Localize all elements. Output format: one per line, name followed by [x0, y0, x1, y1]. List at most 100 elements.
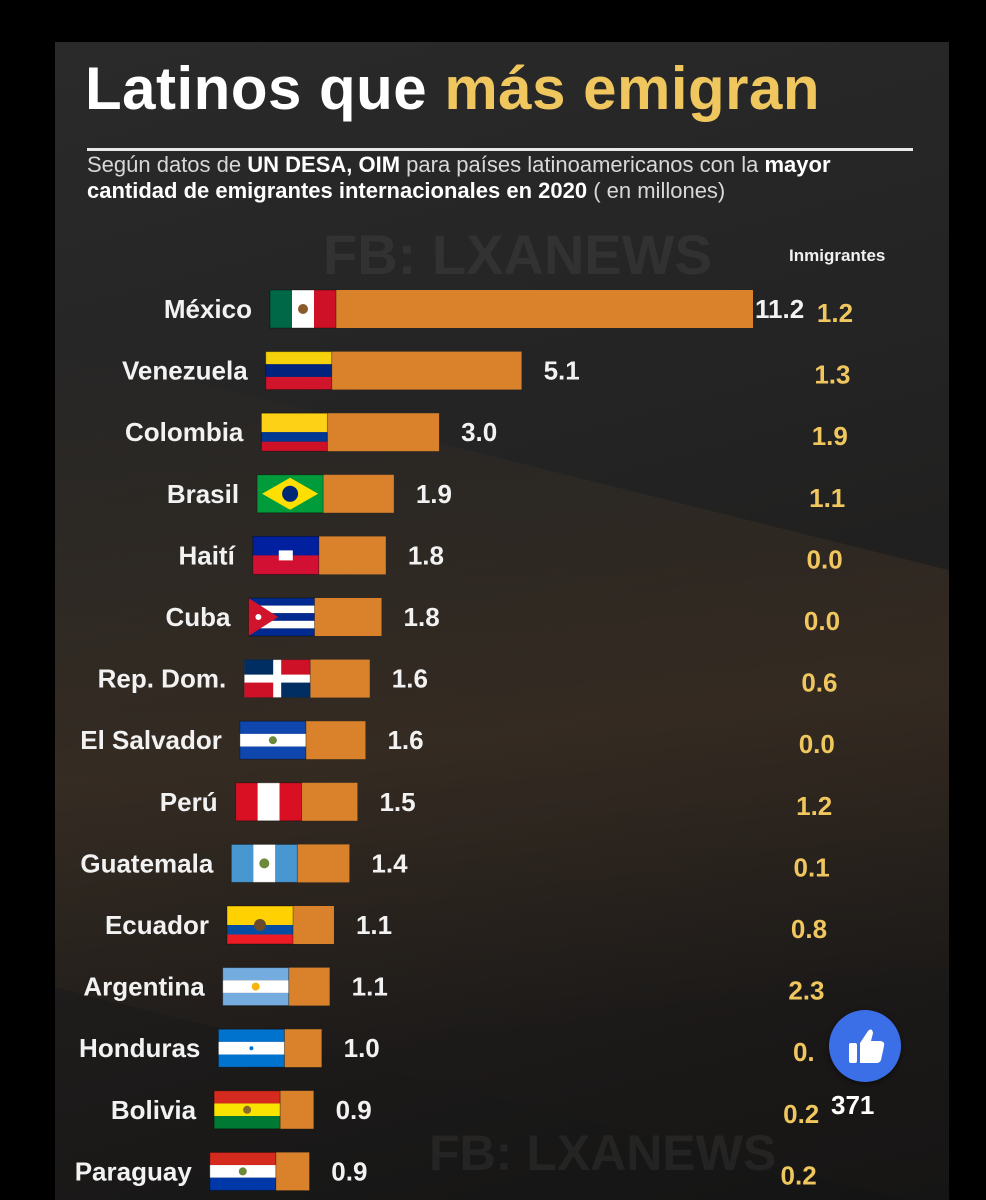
inmigrantes-value: 0.1	[794, 852, 830, 882]
thumbs-up-icon[interactable]	[829, 1010, 901, 1082]
inmigrantes-value: 0.8	[791, 914, 827, 944]
bar	[293, 906, 334, 944]
watermark: FB: LXANEWS	[323, 223, 712, 286]
dominican-republic-flag-icon	[243, 659, 311, 699]
haiti-flag-icon	[252, 535, 320, 575]
inmigrantes-value: 1.2	[817, 298, 853, 328]
value-label: 1.6	[387, 725, 423, 755]
category-label: El Salvador	[80, 725, 222, 755]
colombia-flag-icon	[260, 412, 328, 452]
category-label: Honduras	[79, 1033, 200, 1063]
inmigrantes-value: 1.9	[812, 421, 848, 451]
title-part-1: Latinos que	[85, 55, 445, 122]
chart-row: Brasil 1.9 1.1	[167, 474, 845, 514]
category-label: Colombia	[125, 417, 244, 447]
guatemala-flag-icon	[230, 843, 298, 883]
bar	[297, 844, 350, 883]
bar	[331, 351, 522, 390]
bar	[280, 1090, 314, 1129]
inmigrantes-value: 0.	[793, 1037, 815, 1067]
subtitle: Según datos de UN DESA, OIM para países …	[87, 152, 907, 204]
title-part-2: más emigran	[444, 55, 821, 122]
bar	[310, 659, 370, 698]
inmigrantes-value: 1.2	[796, 791, 832, 821]
category-label: Bolivia	[111, 1095, 197, 1125]
inmigrantes-value: 1.1	[809, 483, 845, 513]
honduras-flag-icon	[217, 1028, 285, 1068]
chart-row: Rep. Dom. 1.6 0.6	[98, 659, 837, 699]
value-label: 1.8	[408, 540, 444, 570]
category-label: Perú	[160, 787, 218, 817]
chart-row: El Salvador 1.6 0.0	[80, 720, 835, 760]
value-label: 1.8	[404, 602, 440, 632]
inmigrantes-value: 0.2	[783, 1099, 819, 1129]
chart-row: Bolivia 0.9 0.2	[111, 1090, 819, 1130]
bar	[327, 413, 440, 452]
subtitle-part: UN DESA, OIM	[247, 152, 401, 177]
value-label: 0.9	[331, 1156, 367, 1186]
category-label: Ecuador	[105, 910, 209, 940]
peru-flag-icon	[235, 782, 303, 822]
cuba-flag-icon	[248, 597, 315, 637]
value-label: 1.6	[392, 664, 428, 694]
bar	[284, 1029, 322, 1068]
watermark: FB: LXANEWS	[429, 1125, 777, 1181]
venezuela-flag-icon	[265, 351, 333, 391]
category-label: Argentina	[83, 972, 205, 1002]
argentina-flag-icon	[222, 967, 290, 1007]
like-count: 371	[831, 1090, 875, 1120]
category-label: México	[164, 294, 252, 324]
title-divider	[87, 148, 913, 151]
inmigrantes-value: 0.0	[804, 606, 840, 636]
category-label: Venezuela	[122, 356, 248, 386]
value-label: 5.1	[544, 356, 580, 386]
inmigrantes-value: 0.6	[801, 668, 837, 698]
category-label: Haití	[178, 540, 235, 570]
subtitle-part: ( en millones)	[587, 178, 726, 203]
inmigrantes-column-header: Inmigrantes	[789, 246, 886, 265]
category-label: Brasil	[167, 479, 239, 509]
bar	[323, 474, 394, 513]
value-label: 0.9	[336, 1095, 372, 1125]
value-label: 1.1	[356, 910, 392, 940]
value-label: 1.4	[371, 848, 408, 878]
bar	[288, 967, 330, 1006]
bar	[301, 782, 358, 821]
subtitle-part: mayor cantidad de emigrantes internacion…	[87, 152, 831, 203]
inmigrantes-value: 0.0	[799, 729, 835, 759]
value-label: 11.2	[755, 294, 804, 324]
chart-row: Haití 1.8 0.0	[178, 535, 843, 575]
inmigrantes-value: 0.2	[781, 1160, 817, 1190]
infographic-card: FB: LXANEWS FB: LXANEWS Latinos que más …	[55, 42, 949, 1200]
chart-row: Venezuela 5.1 1.3	[122, 351, 850, 391]
category-label: Paraguay	[75, 1156, 193, 1186]
inmigrantes-value: 1.3	[814, 360, 850, 390]
chart-row: Ecuador 1.1 0.8	[105, 905, 827, 945]
ecuador-flag-icon	[226, 905, 294, 945]
chart-row: Honduras 1.0 0.	[79, 1028, 815, 1068]
el-salvador-flag-icon	[239, 720, 307, 760]
chart-row: Colombia 3.0 1.9	[125, 412, 848, 452]
subtitle-part: Según datos de	[87, 152, 248, 177]
inmigrantes-value: 2.3	[788, 976, 824, 1006]
value-label: 1.0	[344, 1033, 380, 1063]
inmigrantes-value: 0.0	[807, 544, 843, 574]
chart-row: Cuba 1.8 0.0	[166, 597, 840, 637]
mexico-flag-icon	[269, 289, 337, 329]
paraguay-flag-icon	[209, 1151, 277, 1191]
category-label: Cuba	[166, 602, 232, 632]
bar-chart: México 11.2 1.2 Venezuela 5.1 1.3 Colombia 3.0 1…	[75, 289, 853, 1191]
category-label: Guatemala	[80, 848, 213, 878]
value-label: 3.0	[461, 417, 497, 447]
chart-row: Paraguay 0.9 0.2	[75, 1151, 817, 1191]
bar	[318, 536, 386, 575]
bar	[305, 721, 366, 760]
subtitle-part: para países latinoamericanos con la	[400, 152, 765, 177]
value-label: 1.1	[352, 972, 388, 1002]
value-label: 1.9	[416, 479, 452, 509]
chart-row: Guatemala 1.4 0.1	[80, 843, 830, 883]
category-label: Rep. Dom.	[98, 664, 227, 694]
chart-row: Perú 1.5 1.2	[160, 782, 832, 822]
bolivia-flag-icon	[213, 1090, 281, 1130]
chart-row: México 11.2 1.2	[164, 289, 853, 329]
